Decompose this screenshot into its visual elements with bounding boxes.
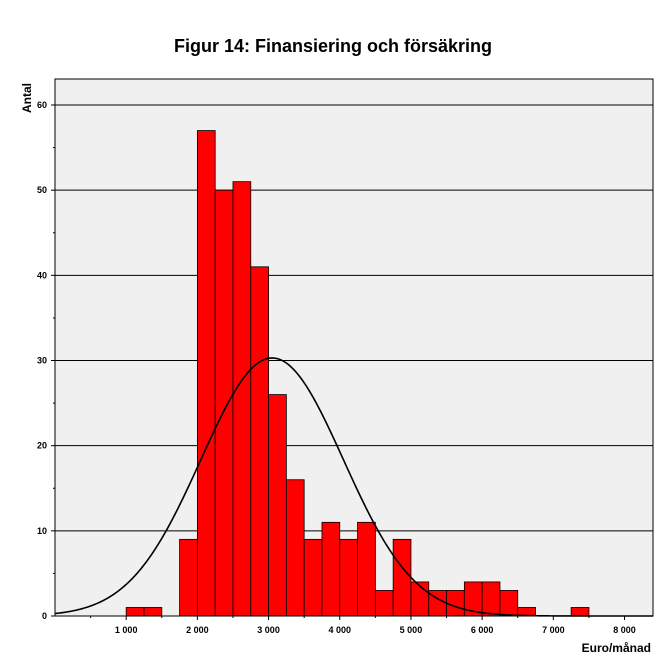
histogram-bar — [179, 538, 198, 617]
bars — [125, 130, 590, 617]
histogram-bar — [446, 590, 465, 617]
chart-title: Figur 14: Finansiering och försäkring — [173, 36, 493, 56]
histogram-bar — [268, 394, 287, 617]
histogram-bar — [143, 607, 163, 617]
histogram-bar — [303, 538, 323, 617]
x-tick-label: 1 000 — [115, 625, 138, 635]
y-axis-label: Antal — [20, 83, 34, 113]
y-tick-label: 20 — [37, 441, 47, 451]
x-tick-label: 7 000 — [542, 625, 565, 635]
x-tick-label: 8 000 — [613, 625, 636, 635]
histogram-bar — [570, 607, 590, 617]
y-tick-label: 0 — [42, 611, 47, 621]
histogram-bar — [125, 607, 145, 617]
y-tick-label: 10 — [37, 526, 47, 536]
x-tick-label: 4 000 — [328, 625, 351, 635]
histogram-bar — [481, 581, 501, 617]
histogram-bar — [339, 538, 358, 617]
histogram-bar — [285, 479, 305, 617]
x-tick-label: 2 000 — [186, 625, 209, 635]
histogram-bar — [321, 521, 341, 617]
histogram-bar — [250, 266, 269, 617]
histogram-bar — [392, 538, 412, 617]
histogram-bar — [232, 181, 252, 617]
histogram-bar — [499, 590, 519, 617]
y-tick-label: 60 — [37, 100, 47, 110]
plot-frame — [54, 78, 654, 617]
x-tick-label: 5 000 — [400, 625, 423, 635]
x-axis-label: Euro/månad — [582, 641, 651, 655]
histogram-bar — [214, 189, 234, 617]
histogram-bar — [357, 521, 376, 617]
x-tick-label: 3 000 — [257, 625, 280, 635]
histogram-bar — [374, 590, 394, 617]
y-tick-label: 40 — [37, 270, 47, 280]
gridlines — [55, 104, 653, 532]
histogram-bar — [196, 130, 216, 617]
y-tick-label: 50 — [37, 185, 47, 195]
y-axis: 0 10 20 30 40 50 60 — [37, 100, 55, 621]
x-tick-label: 6 000 — [471, 625, 494, 635]
x-axis: 1 000 2 000 3 000 4 000 5 000 6 000 7 000 8 000 — [90, 616, 636, 635]
plot-area — [55, 79, 653, 616]
y-tick-label: 30 — [37, 356, 47, 366]
